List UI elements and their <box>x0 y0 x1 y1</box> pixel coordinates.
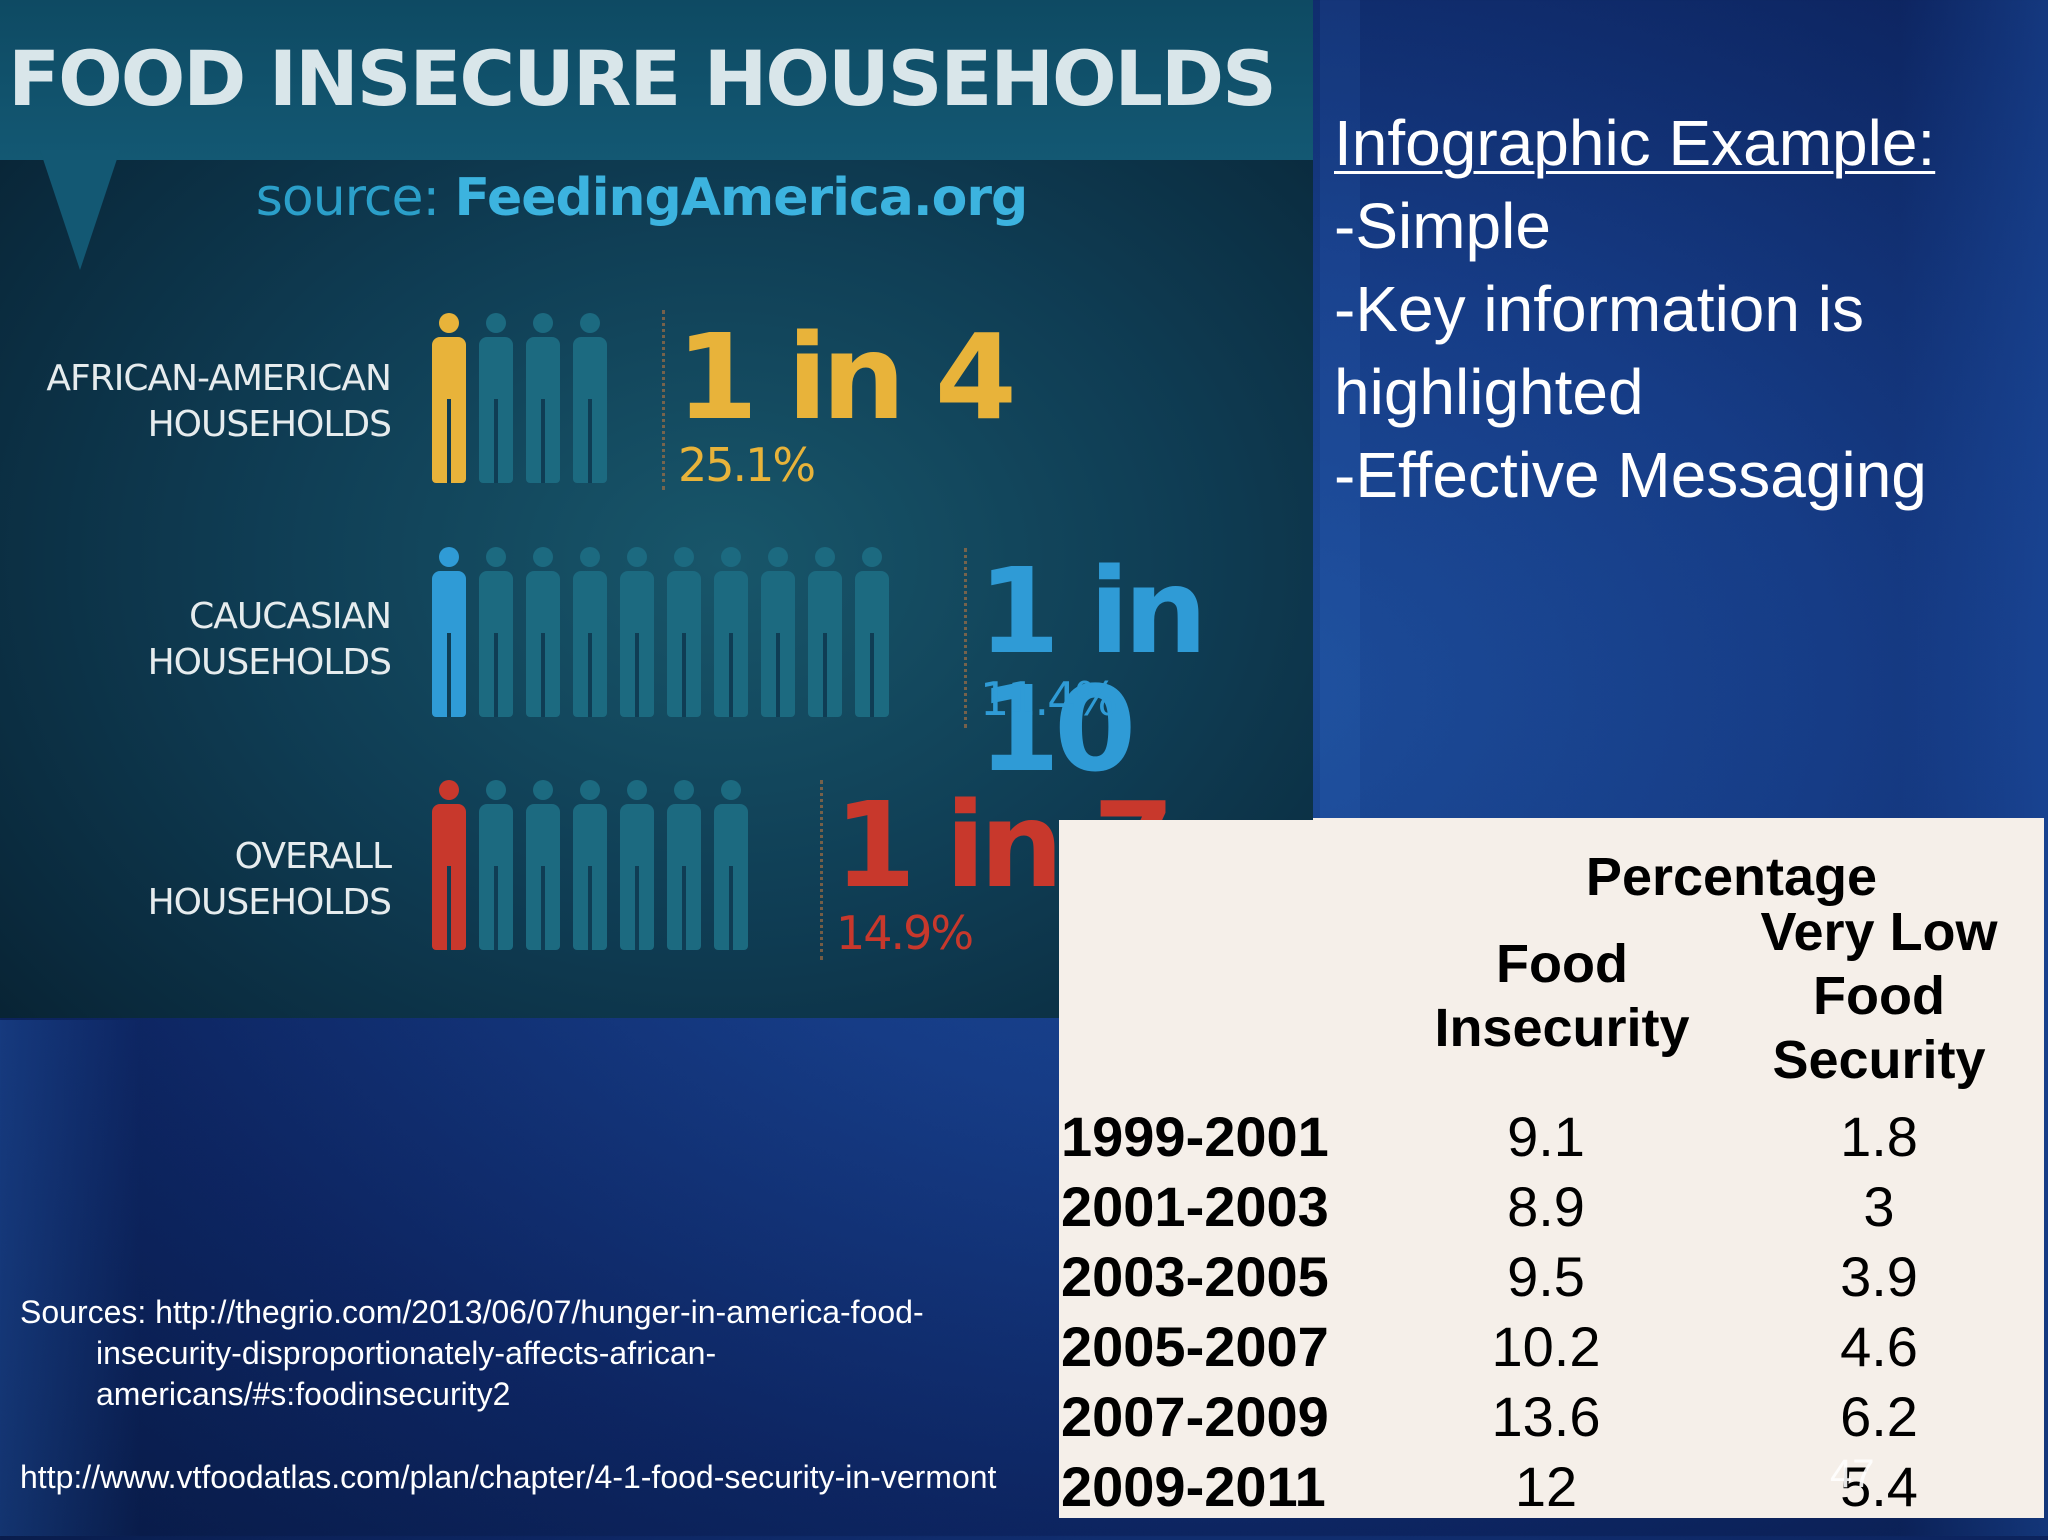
table-row-period: 2003-2005 <box>1061 1245 1329 1308</box>
person-icon <box>665 780 703 950</box>
background-band-mid <box>1320 0 1360 820</box>
row-label-african-american: AFRICAN-AMERICAN HOUSEHOLDS <box>46 356 392 448</box>
table-cell-food-insecurity: 13.6 <box>1491 1385 1601 1448</box>
person-icon <box>477 547 515 717</box>
ratio-african-american: 1 in 4 <box>676 308 1017 446</box>
person-icon <box>571 780 609 950</box>
header-line: Food <box>1813 966 1945 1026</box>
table-cell-very-low: 4.6 <box>1840 1315 1918 1378</box>
table-cell-very-low: 5.4 <box>1840 1455 1918 1518</box>
source-link-vtfoodatlas[interactable]: http://www.vtfoodatlas.com/plan/chapter/… <box>20 1459 997 1495</box>
row-divider <box>662 310 665 490</box>
table-row-period: 2007-2009 <box>1061 1385 1329 1448</box>
person-icon <box>571 313 609 483</box>
person-icon <box>618 547 656 717</box>
person-icon-highlighted <box>430 780 468 950</box>
table-cell-very-low: 1.8 <box>1840 1105 1918 1168</box>
row-label-line1: AFRICAN-AMERICAN <box>46 358 392 399</box>
header-line: Very Low <box>1760 902 1998 962</box>
source-site: FeedingAmerica.org <box>454 168 1029 228</box>
row-label-line1: OVERALL <box>234 836 392 877</box>
table-row-period: 1999-2001 <box>1061 1105 1329 1168</box>
slide-number: 47 <box>1830 1452 1875 1496</box>
table-cell-very-low: 3.9 <box>1840 1245 1918 1308</box>
person-icon-highlighted <box>430 313 468 483</box>
table-cell-food-insecurity: 10.2 <box>1491 1315 1601 1378</box>
table-cell-very-low: 3 <box>1863 1175 1895 1238</box>
person-icon <box>524 780 562 950</box>
bullet-item: -Key information is highlighted <box>1334 273 1864 428</box>
table-cell-food-insecurity: 8.9 <box>1507 1175 1585 1238</box>
percent-overall: 14.9% <box>836 906 974 960</box>
bullets-heading: Infographic Example: <box>1334 107 1936 179</box>
person-icon <box>477 780 515 950</box>
table-cell-very-low: 6.2 <box>1840 1385 1918 1448</box>
table-header-very-low-food-security: Very Low Food Security <box>1729 900 2029 1092</box>
slide-bullets: Infographic Example: -Simple -Key inform… <box>1334 102 2034 517</box>
header-line: Insecurity <box>1434 998 1690 1058</box>
table-cell-food-insecurity: 12 <box>1514 1455 1578 1518</box>
bullet-item: -Simple <box>1334 190 1551 262</box>
header-line: Security <box>1772 1030 1986 1090</box>
source-prefix: source: <box>255 168 455 228</box>
row-label-line2: HOUSEHOLDS <box>147 882 392 923</box>
row-divider <box>964 548 967 728</box>
header-line: Food <box>1496 934 1628 994</box>
person-icon <box>524 313 562 483</box>
person-icon <box>665 547 703 717</box>
row-divider <box>820 780 823 960</box>
infographic-source: source: FeedingAmerica.org <box>0 168 1313 228</box>
row-label-line2: HOUSEHOLDS <box>147 642 392 683</box>
row-label-caucasian: CAUCASIAN HOUSEHOLDS <box>147 594 392 686</box>
person-icon-highlighted <box>430 547 468 717</box>
person-icon <box>712 780 750 950</box>
sources-text: Sources: http://thegrio.com/2013/06/07/h… <box>20 1292 1040 1540</box>
food-security-table: Percentage Food Insecurity Very Low Food… <box>1059 820 2044 1518</box>
person-icon <box>618 780 656 950</box>
table-cell-food-insecurity: 9.5 <box>1507 1245 1585 1308</box>
percent-caucasian: 11.4% <box>980 672 1118 726</box>
table-row-period: 2001-2003 <box>1061 1175 1329 1238</box>
table-row-period: 2009-2011 <box>1061 1455 1326 1518</box>
bullet-item: -Effective Messaging <box>1334 439 1927 511</box>
row-label-line2: HOUSEHOLDS <box>147 404 392 445</box>
table-header-food-insecurity: Food Insecurity <box>1387 932 1737 1060</box>
row-label-line1: CAUCASIAN <box>189 596 392 637</box>
infographic-title: FOOD INSECURE HOUSEHOLDS <box>8 34 1277 123</box>
title-ribbon <box>0 0 1313 160</box>
person-icon <box>806 547 844 717</box>
person-icon <box>759 547 797 717</box>
table-group-header: Percentage <box>1585 847 1878 907</box>
percent-african-american: 25.1% <box>678 438 816 492</box>
ribbon-notch <box>40 150 120 270</box>
table-row-period: 2005-2007 <box>1061 1315 1329 1378</box>
person-icon <box>712 547 750 717</box>
person-icon <box>853 547 891 717</box>
person-icon <box>524 547 562 717</box>
row-label-overall: OVERALL HOUSEHOLDS <box>147 834 392 926</box>
background-band-left <box>0 1020 140 1536</box>
person-icon <box>477 313 515 483</box>
person-icon <box>571 547 609 717</box>
table-cell-food-insecurity: 9.1 <box>1507 1105 1585 1168</box>
ratio-caucasian: 1 in 10 <box>978 542 1208 798</box>
source-link-thegrio[interactable]: Sources: http://thegrio.com/2013/06/07/h… <box>20 1294 924 1412</box>
